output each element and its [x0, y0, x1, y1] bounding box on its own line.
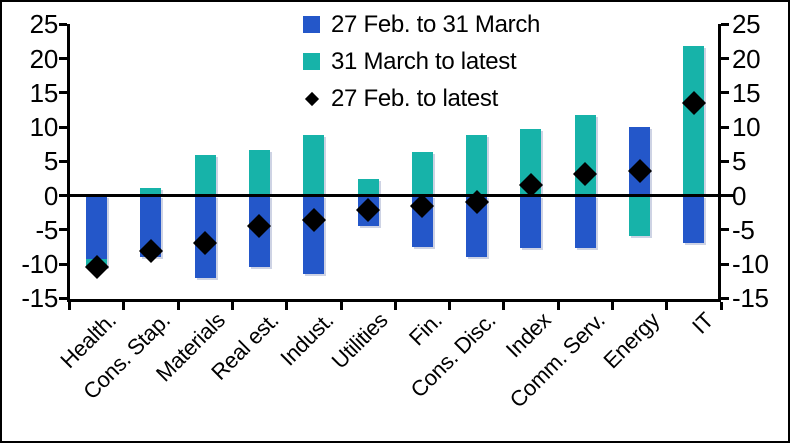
x-tick [393, 302, 397, 310]
bar-27feb-31march [140, 195, 162, 258]
y-tick-right [721, 125, 729, 129]
legend-label: 27 Feb. to 31 March [331, 10, 541, 38]
y-axis-label-right: -15 [732, 283, 769, 314]
x-category-label: Indust. [275, 307, 338, 371]
x-tick [448, 302, 452, 310]
x-tick [176, 302, 180, 310]
y-tick-left [59, 125, 67, 129]
y-axis-label-left: 5 [43, 146, 58, 177]
y-axis-label-left: -15 [21, 283, 58, 314]
bar-31march-latest [194, 155, 216, 196]
x-tick [122, 302, 126, 310]
y-tick-right [721, 228, 729, 232]
x-tick [719, 302, 723, 310]
bar-31march-latest [466, 135, 488, 196]
x-axis [67, 299, 721, 302]
y-axis-label-left: 10 [29, 112, 59, 142]
bar-27feb-31march [466, 195, 488, 258]
y-axis-left [67, 24, 70, 302]
y-tick-left [59, 262, 67, 266]
legend-diamond-icon [303, 90, 320, 107]
x-tick [556, 302, 560, 310]
y-axis-label-right: -10 [732, 249, 769, 279]
y-axis-label-right: 15 [732, 77, 761, 108]
y-axis-label-left: 20 [29, 43, 59, 74]
y-axis-label-left: -10 [21, 249, 58, 279]
y-axis-label-right: -5 [732, 214, 755, 245]
y-tick-right [721, 22, 729, 26]
legend-square-blue-icon [303, 16, 320, 33]
y-tick-right [721, 91, 729, 95]
legend-item-feb-to-latest: 27 Feb. to latest [303, 83, 540, 114]
x-tick [339, 302, 343, 310]
y-axis-label-right: 0 [732, 180, 747, 211]
y-axis-label-left: -5 [35, 214, 58, 245]
y-axis-label-left: 0 [43, 180, 58, 211]
bar-27feb-31march [86, 195, 107, 259]
bar-27feb-31march [574, 195, 596, 249]
x-tick [68, 302, 71, 310]
y-axis-label-left: 25 [29, 9, 59, 40]
bar-27feb-31march [520, 195, 542, 248]
y-tick-right [721, 194, 735, 197]
bar-31march-latest [140, 187, 162, 196]
bar-27feb-31march [683, 195, 705, 244]
bar-31march-latest [303, 134, 325, 196]
y-tick-left [59, 296, 67, 300]
y-tick-left [59, 91, 67, 95]
y-axis-label-left: 15 [29, 77, 59, 108]
y-axis-label-right: 5 [732, 146, 747, 177]
legend-item-feb-to-march: 27 Feb. to 31 March [303, 9, 540, 40]
y-tick-right [721, 57, 729, 60]
legend-item-march-to-latest: 31 March to latest [303, 46, 540, 77]
x-category-label: Fin. [403, 307, 447, 351]
y-tick-left [59, 194, 67, 197]
x-tick [665, 302, 669, 310]
legend-label: 27 Feb. to latest [331, 84, 499, 112]
y-tick-left [59, 159, 67, 163]
legend-label: 31 March to latest [331, 47, 517, 75]
x-tick [611, 302, 614, 310]
y-axis-label-right: 10 [732, 112, 761, 142]
bar-31march-latest [357, 179, 379, 196]
bar-31march-latest [629, 195, 650, 236]
x-category-label: IT [686, 307, 719, 339]
zero-line [70, 194, 718, 197]
x-category-label: Utilities [326, 307, 393, 374]
y-tick-right [721, 159, 729, 163]
y-tick-right [721, 296, 729, 300]
legend: 27 Feb. to 31 March 31 March to latest 2… [303, 9, 540, 114]
y-tick-right [721, 262, 729, 266]
x-category-label: Energy [598, 307, 664, 374]
x-tick [285, 302, 289, 310]
y-axis-label-right: 20 [732, 43, 761, 74]
y-axis-label-right: 25 [732, 9, 761, 40]
bar-31march-latest [411, 151, 433, 196]
bar-31march-latest [683, 46, 705, 196]
y-tick-left [59, 228, 67, 232]
y-axis-right [718, 24, 721, 302]
x-tick [230, 302, 234, 310]
y-tick-left [59, 57, 67, 60]
legend-square-teal-icon [303, 53, 320, 70]
x-tick [502, 302, 506, 310]
y-tick-left [59, 22, 67, 26]
bar-31march-latest [248, 150, 270, 196]
